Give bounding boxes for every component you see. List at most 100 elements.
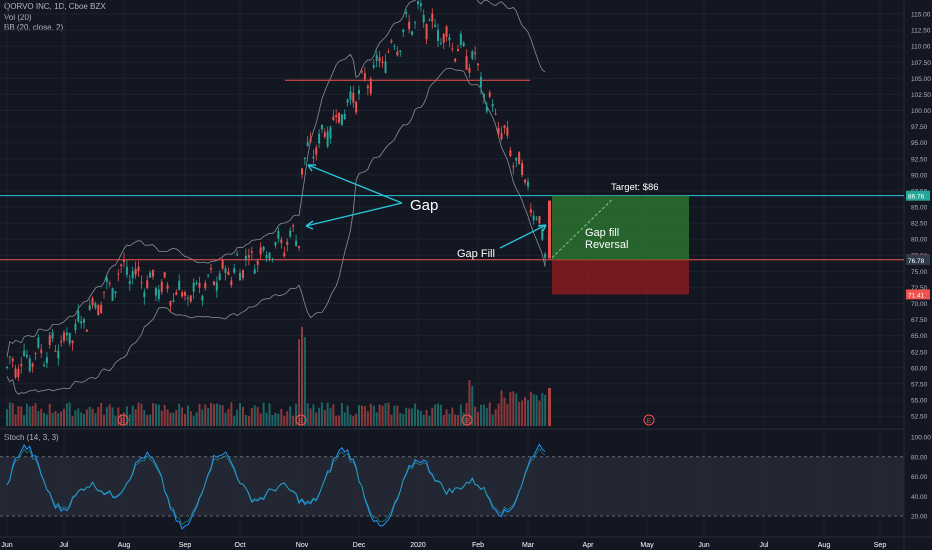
candle-body [405,12,408,14]
candle-body [312,156,315,159]
x-tick-label: 2020 [410,542,426,549]
volume-bar [134,409,137,426]
candle-body [431,13,434,22]
volume-bar [532,394,535,426]
volume-bar [230,402,233,426]
volume-bar [312,404,315,426]
volume-bar [111,407,114,426]
candle-body [417,1,419,4]
candle-body [31,363,34,367]
candle-body [195,282,198,285]
candle-body [244,255,247,260]
candle-body [271,258,274,260]
volume-bar [387,402,390,426]
volume-bar [224,412,227,426]
volume-bar [503,397,506,426]
candle-body [134,268,137,275]
volume-bar [152,403,155,426]
volume-bar [399,412,402,426]
candle-body [428,20,431,22]
candle-body [497,127,500,134]
volume-bar [457,415,459,426]
volume-bar [428,415,431,426]
candle-body [363,73,366,80]
volume-bar [221,405,224,426]
candle-body [140,282,143,284]
x-tick-label: Sep [179,542,192,549]
candle-body [247,255,250,258]
candle-body [524,179,527,183]
volume-bar [277,413,280,426]
candle-body [230,280,233,286]
volume-bar [355,413,358,426]
candle-body [532,215,535,221]
candle-body [346,99,349,103]
volume-bar [320,402,323,426]
earnings-marker [643,414,655,426]
candle-body [358,90,360,94]
x-tick-label: Aug [818,542,831,549]
volume-bar [471,385,474,426]
volume-bar [103,414,105,426]
candle-body [457,49,459,52]
volume-bar [527,400,529,426]
candle-body [434,25,437,27]
candle-body [298,246,301,248]
earnings-marker [117,414,129,426]
volume-bar [6,409,8,426]
candle-body [503,125,506,128]
volume-bar [274,412,277,426]
volume-bar [390,414,393,426]
candle-body [241,270,244,279]
candle-body [169,301,172,306]
loss-zone [552,259,689,295]
candle-body [506,127,509,136]
volume-bar [535,395,538,426]
y-tick-label: 52.50 [911,414,928,421]
candle-body [181,292,184,297]
volume-bar [482,404,485,426]
price-badge-label: 71.41 [908,292,925,299]
candle-body [535,218,538,220]
volume-bar [271,415,274,426]
y-tick-label: 90.00 [911,172,928,179]
candle-body [268,252,271,260]
volume-bar [323,410,326,426]
candle-body [51,332,54,339]
volume-bar [329,407,332,426]
volume-bar [497,403,500,426]
volume-bar [34,403,37,426]
volume-bar [280,408,283,426]
volume-bar [37,411,40,426]
volume-bar [346,405,349,426]
earnings-marker-label: E [299,418,304,425]
candle-body [74,323,77,331]
volume-bar [57,413,60,426]
candle-body [114,291,117,294]
candle-body [527,181,529,187]
candle-body [335,115,338,117]
volume-bar [172,412,175,426]
candle-body [65,332,68,336]
volume-bar [548,388,551,426]
candle-body [227,271,230,275]
volume-bar [417,409,419,426]
volume-bar [85,409,88,426]
y-tick-label: 65.00 [911,333,928,340]
volume-bar [405,407,408,426]
candle-body [253,269,256,274]
volume-bar [253,405,256,426]
candle-body [152,269,155,277]
candle-body [120,264,123,267]
volume-legend: Vol (20) [4,13,32,22]
volume-bar [326,402,329,426]
candle-body [425,24,428,40]
candle-body [265,254,268,258]
volume-bar [292,415,295,426]
volume-bar [488,402,491,426]
volume-bar [485,408,488,426]
candle-body [338,112,341,123]
price-badge-label: 76.78 [908,258,925,265]
volume-bar [462,412,465,426]
